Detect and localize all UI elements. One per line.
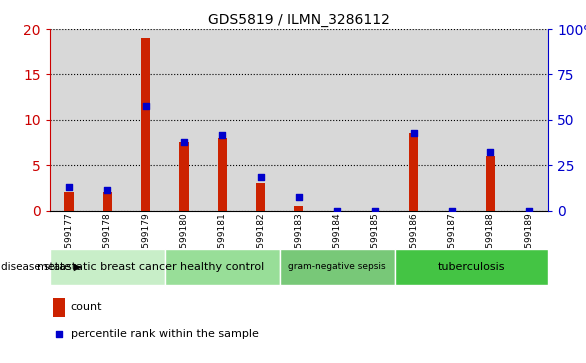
Point [371,208,380,213]
Point [294,194,304,200]
Point [256,174,265,180]
Text: gram-negative sepsis: gram-negative sepsis [288,262,386,271]
Bar [394,249,548,285]
Text: healthy control: healthy control [180,262,264,272]
Text: tuberculosis: tuberculosis [438,262,505,272]
Point [332,208,342,213]
Point [54,331,63,337]
Bar [141,38,150,211]
Bar [433,29,471,211]
Bar [103,192,112,211]
Title: GDS5819 / ILMN_3286112: GDS5819 / ILMN_3286112 [208,13,390,26]
Bar [256,183,265,211]
Bar [280,29,318,211]
Text: percentile rank within the sample: percentile rank within the sample [71,329,258,339]
Point [524,208,533,213]
Bar [510,29,548,211]
Bar [64,192,74,211]
Point [448,208,457,213]
Bar [127,29,165,211]
Bar [88,29,127,211]
Bar [294,206,304,211]
Bar [486,156,495,211]
Bar [409,133,418,211]
Bar [165,29,203,211]
Bar [471,29,510,211]
Point [409,130,418,136]
Bar [217,138,227,211]
Point [179,139,189,144]
Point [486,150,495,155]
Point [141,103,150,109]
Bar [179,142,189,211]
Point [103,187,112,192]
Text: disease state ▶: disease state ▶ [1,262,81,272]
Text: count: count [71,302,102,312]
Bar [241,29,280,211]
Text: metastatic breast cancer: metastatic breast cancer [38,262,177,272]
Bar [356,29,394,211]
Bar [280,249,394,285]
Bar [50,249,165,285]
Bar [50,29,88,211]
Bar [318,29,356,211]
Bar [394,29,433,211]
Point [217,132,227,138]
Point [64,184,74,190]
Bar [165,249,280,285]
Bar [53,298,64,317]
Bar [203,29,241,211]
